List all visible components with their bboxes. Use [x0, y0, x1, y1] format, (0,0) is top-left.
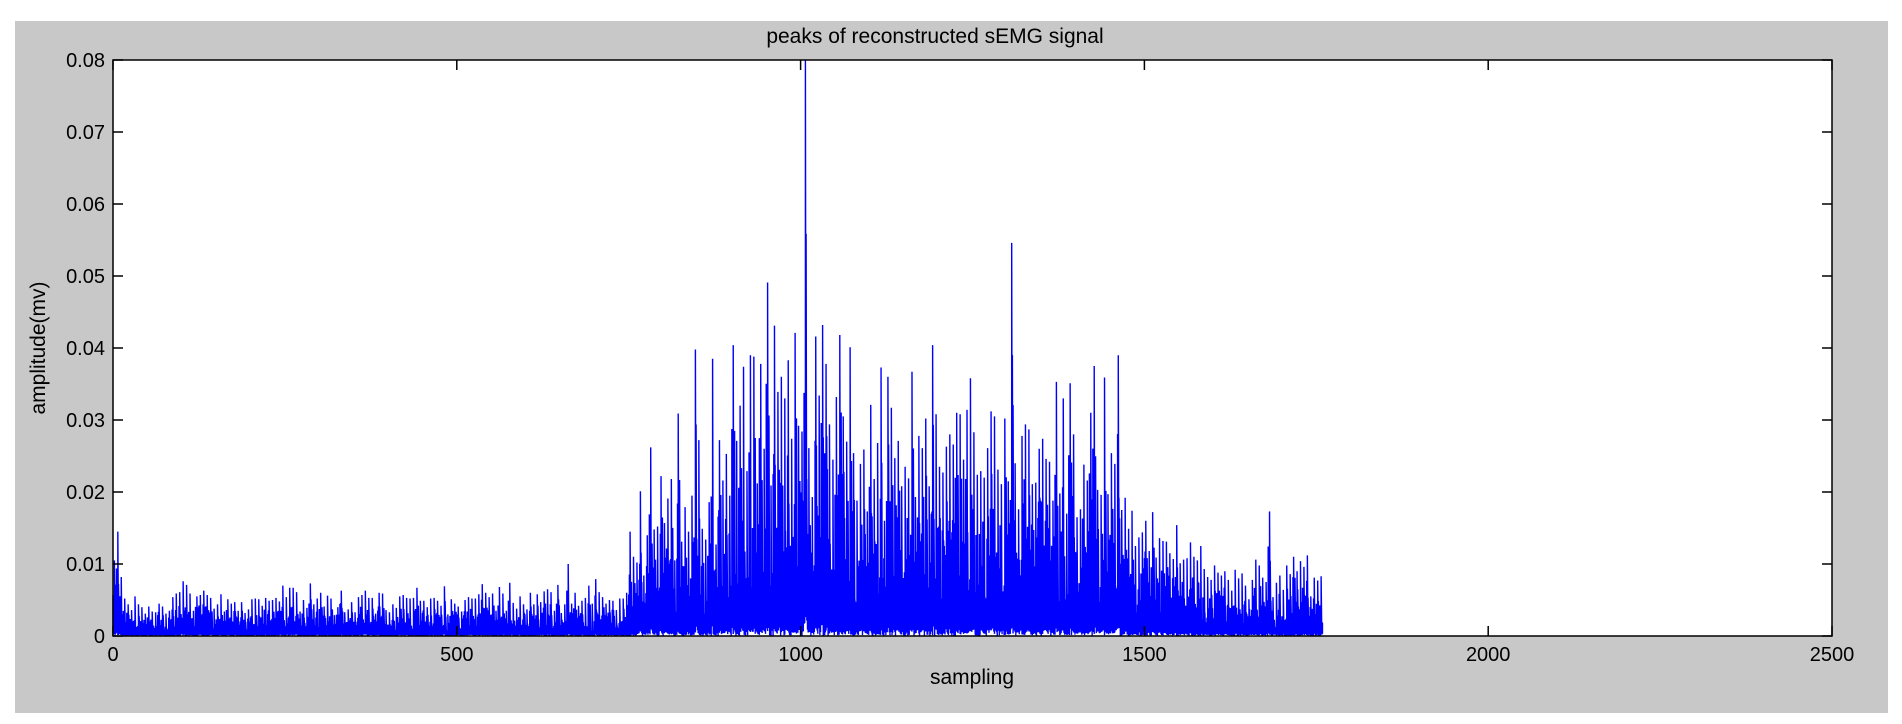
y-tick-label: 0.07 [66, 122, 105, 144]
figure-window: peaks of reconstructed sEMG signal 0 500 1… [15, 21, 1888, 713]
y-tick-label: 0.08 [66, 50, 105, 72]
y-tick-label: 0.03 [66, 410, 105, 432]
y-tick-label: 0.06 [66, 194, 105, 216]
x-tick-label: 0 [107, 644, 118, 666]
series-line [112, 59, 1324, 637]
x-tick-label: 1000 [778, 644, 823, 666]
x-axis-label: sampling [930, 666, 1014, 689]
y-tick-label: 0.01 [66, 554, 105, 576]
series-layer [112, 59, 1324, 637]
y-axis-label: amplitude(mv) [27, 281, 50, 414]
y-tick-label: 0 [94, 626, 105, 648]
y-tick-label: 0.02 [66, 482, 105, 504]
x-tick-label: 500 [440, 644, 473, 666]
y-tick-label: 0.05 [66, 266, 105, 288]
x-tick-label: 1500 [1122, 644, 1167, 666]
x-tick-label: 2500 [1810, 644, 1855, 666]
x-tick-label: 2000 [1466, 644, 1511, 666]
y-tick-label: 0.04 [66, 338, 105, 360]
chart: peaks of reconstructed sEMG signal 0 500 1… [27, 25, 1854, 689]
ticks-layer: 0 500 1000 1500 2000 2500 0 0.01 0.02 0.03 0.04 0.0… [66, 50, 1854, 666]
chart-title: peaks of reconstructed sEMG signal [766, 25, 1103, 48]
